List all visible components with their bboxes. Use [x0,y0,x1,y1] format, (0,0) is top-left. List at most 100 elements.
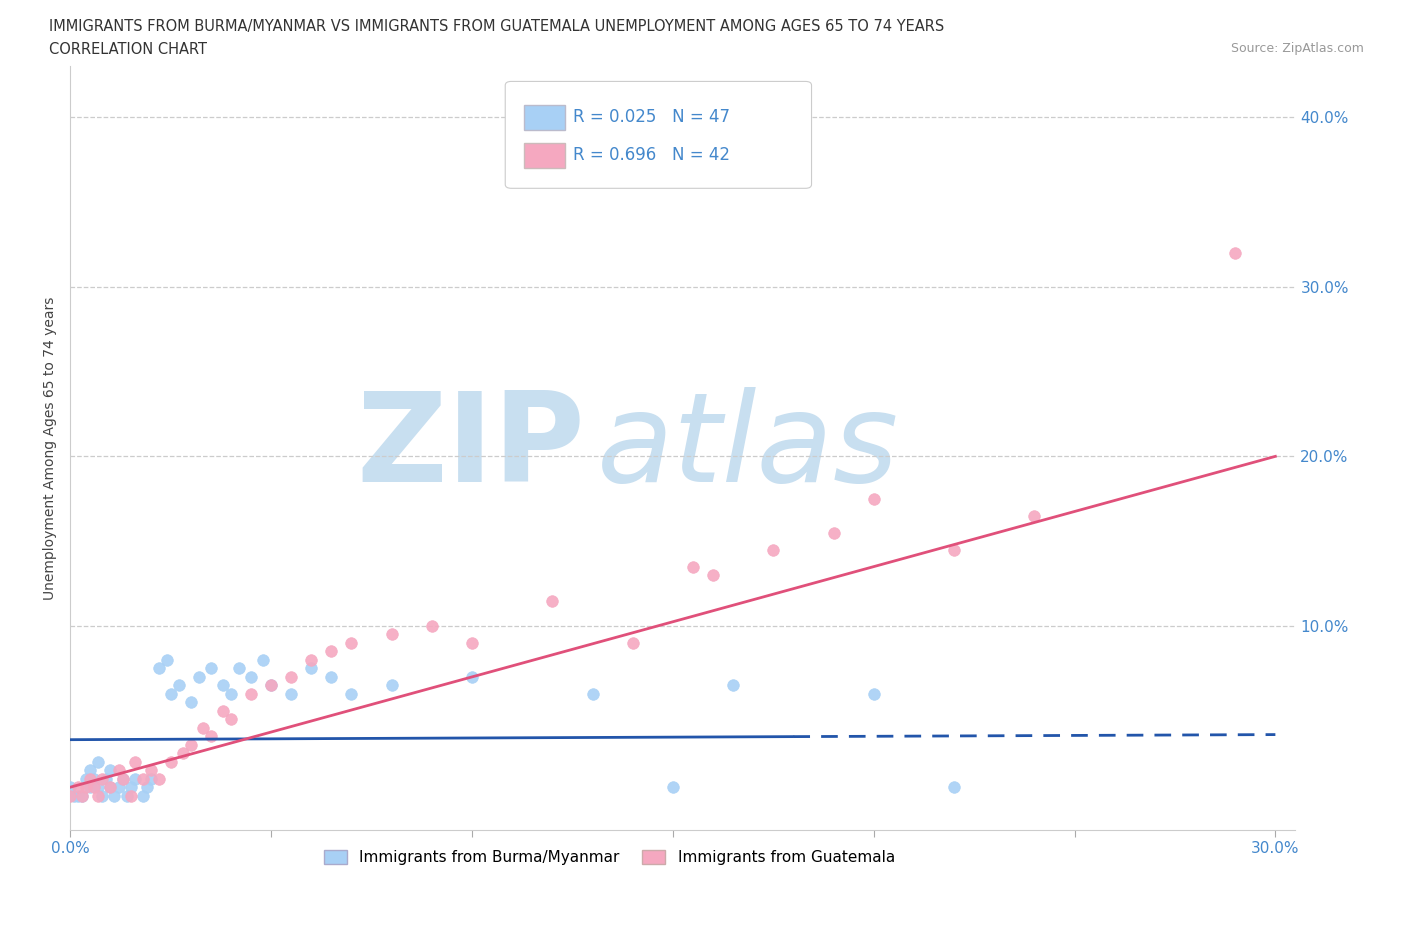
Point [96,771,118,786]
Point [381,678,404,693]
FancyBboxPatch shape [505,82,811,188]
Point [159,754,181,769]
Point [79,771,101,786]
Point [541,593,564,608]
Point [135,779,157,794]
Point [159,686,181,701]
Point [72,789,94,804]
Point [621,635,644,650]
Point [862,491,884,506]
Text: ZIP: ZIP [356,388,585,509]
Y-axis label: Unemployment Among Ages 65 to 74 years: Unemployment Among Ages 65 to 74 years [44,296,58,600]
Point [83,779,105,794]
Point [67,789,90,804]
Point [762,542,785,557]
Point [280,686,302,701]
Point [280,670,302,684]
FancyBboxPatch shape [523,105,565,129]
Point [83,771,105,786]
Point [260,678,283,693]
Point [252,653,274,668]
Point [200,729,222,744]
Point [111,771,134,786]
Text: CORRELATION CHART: CORRELATION CHART [49,42,207,57]
Text: R = 0.696   N = 42: R = 0.696 N = 42 [572,146,730,164]
Point [107,779,129,794]
Point [172,746,194,761]
Point [299,661,322,676]
Point [148,661,170,676]
Point [87,754,110,769]
Point [240,670,263,684]
Point [72,789,94,804]
Point [191,721,214,736]
Point [115,789,138,804]
Point [187,670,209,684]
Point [59,779,82,794]
Point [299,653,322,668]
Point [139,771,162,786]
Point [212,703,235,718]
Point [139,763,162,777]
Point [156,653,179,668]
Legend: Immigrants from Burma/Myanmar, Immigrants from Guatemala: Immigrants from Burma/Myanmar, Immigrant… [318,844,901,871]
Point [943,779,966,794]
Point [131,771,153,786]
Text: IMMIGRANTS FROM BURMA/MYANMAR VS IMMIGRANTS FROM GUATEMALA UNEMPLOYMENT AMONG AG: IMMIGRANTS FROM BURMA/MYANMAR VS IMMIGRA… [49,19,945,33]
Point [63,789,86,804]
Point [1024,509,1046,524]
Point [107,763,129,777]
Point [340,686,363,701]
Point [461,635,484,650]
Text: atlas: atlas [598,388,900,509]
Point [682,559,704,574]
Point [91,771,114,786]
Point [111,771,134,786]
Point [91,789,114,804]
Point [124,754,146,769]
Point [79,763,101,777]
Point [67,779,90,794]
FancyBboxPatch shape [523,143,565,167]
Point [148,771,170,786]
Point [87,789,110,804]
Point [240,686,263,701]
Point [340,635,363,650]
Text: Source: ZipAtlas.com: Source: ZipAtlas.com [1230,42,1364,55]
Point [260,678,283,693]
Point [862,686,884,701]
Point [219,686,242,701]
Point [100,779,122,794]
Point [420,618,443,633]
Point [943,542,966,557]
Point [79,779,101,794]
Point [381,627,404,642]
Point [131,789,153,804]
Point [100,779,122,794]
Point [180,695,202,710]
Point [212,678,235,693]
Point [75,779,97,794]
Point [823,525,845,540]
Point [120,789,142,804]
Point [702,567,724,582]
Point [1225,246,1247,260]
Point [662,779,685,794]
Point [180,737,202,752]
Point [461,670,484,684]
Point [120,779,142,794]
Text: R = 0.025   N = 47: R = 0.025 N = 47 [572,108,730,126]
Point [124,771,146,786]
Point [581,686,603,701]
Point [59,789,82,804]
Point [87,779,110,794]
Point [167,678,190,693]
Point [100,763,122,777]
Point [200,661,222,676]
Point [103,789,125,804]
Point [228,661,250,676]
Point [321,644,343,658]
Point [321,670,343,684]
Point [721,678,744,693]
Point [75,771,97,786]
